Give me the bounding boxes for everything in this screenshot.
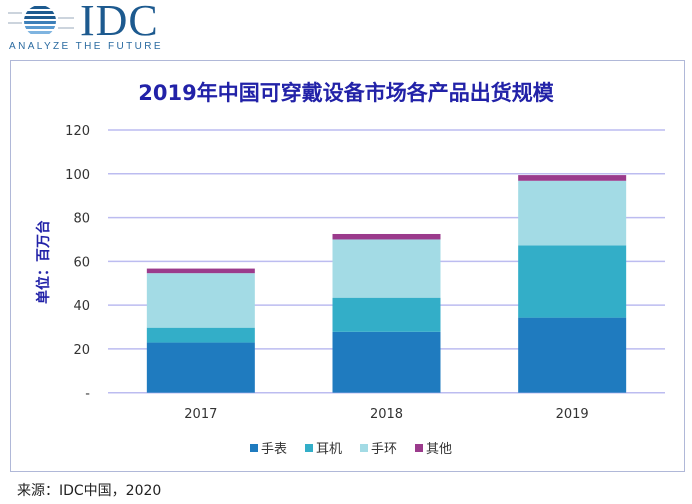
bar-2017-series-0 [146, 342, 255, 393]
bar-2019-series-2 [518, 180, 627, 246]
bar-2019-series-3 [518, 175, 627, 181]
bar-2019-series-0 [518, 317, 627, 393]
x-tick-label: 2018 [370, 407, 403, 422]
logo-brand: IDC [80, 0, 159, 45]
chart-frame [10, 60, 685, 472]
legend-swatch [360, 444, 368, 452]
legend-label: 手表 [261, 442, 287, 457]
y-axis-label: 单位：百万台 [35, 220, 52, 304]
y-tick-label: 100 [65, 168, 90, 183]
y-tick-label: 40 [73, 299, 90, 314]
y-tick-label: - [85, 387, 90, 402]
y-tick-label: 120 [65, 124, 90, 139]
bar-2017-series-1 [146, 327, 255, 343]
y-tick-label: 60 [73, 255, 90, 270]
legend-label: 耳机 [316, 442, 342, 457]
chart-title: 2019年中国可穿戴设备市场各产品出货规模 [138, 81, 554, 105]
bar-2018-series-1 [332, 297, 441, 332]
x-tick-label: 2017 [184, 407, 217, 422]
legend-label: 手环 [371, 442, 397, 457]
legend-swatch [415, 444, 423, 452]
bar-2017-series-2 [146, 273, 255, 328]
source-note: 来源：IDC中国，2020 [17, 483, 162, 499]
bar-2018-series-3 [332, 233, 441, 240]
bar-2019-series-1 [518, 245, 627, 318]
globe-logo-icon [8, 5, 74, 37]
bar-2018-series-2 [332, 239, 441, 298]
legend-swatch [250, 444, 258, 452]
bar-2017-series-3 [146, 268, 255, 274]
y-tick-label: 80 [73, 212, 90, 227]
logo-tagline: ANALYZE THE FUTURE [9, 41, 163, 52]
legend-label: 其他 [426, 442, 452, 457]
legend-swatch [305, 444, 313, 452]
x-tick-label: 2019 [556, 407, 589, 422]
y-tick-label: 20 [73, 343, 90, 358]
bar-2018-series-0 [332, 331, 441, 393]
idc-logo [8, 4, 74, 42]
